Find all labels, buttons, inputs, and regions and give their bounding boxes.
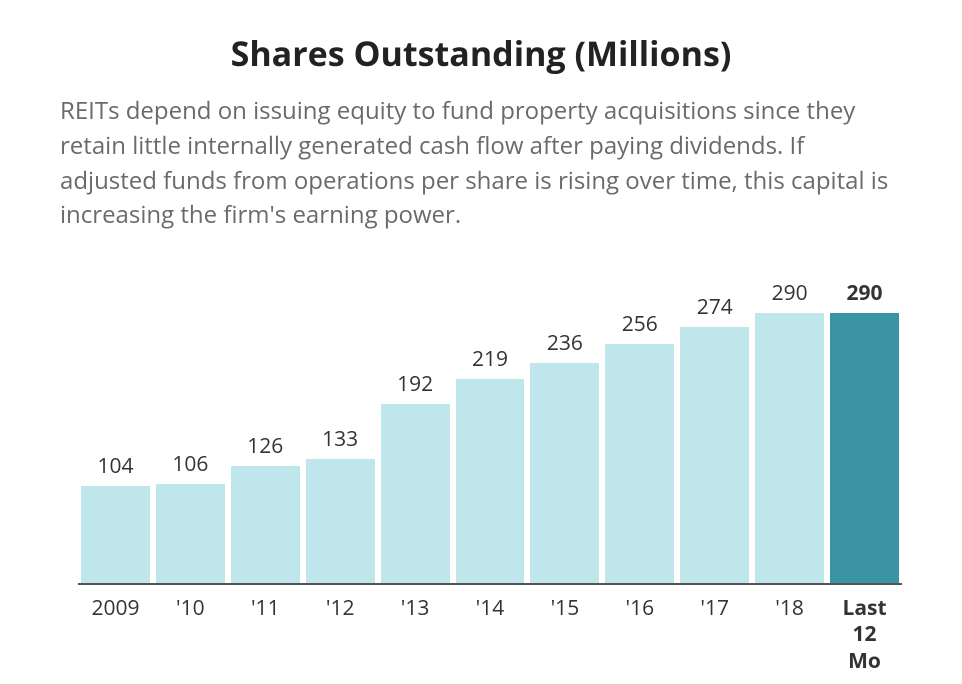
x-axis-label: '16 bbox=[602, 595, 677, 621]
bar-rect bbox=[306, 459, 375, 583]
bar: 236 bbox=[527, 329, 602, 583]
bar-rect bbox=[755, 313, 824, 584]
chart-title: Shares Outstanding (Millions) bbox=[60, 30, 902, 76]
x-axis-labels: 2009'10'11'12'13'14'15'16'17'18Last 12 M… bbox=[78, 595, 902, 674]
bar: 104 bbox=[78, 452, 153, 583]
x-axis-label: '11 bbox=[228, 595, 303, 621]
bar: 256 bbox=[602, 310, 677, 583]
bar-value-label: 236 bbox=[530, 329, 599, 357]
bar-value-label: 274 bbox=[680, 293, 749, 321]
x-axis-label: '15 bbox=[527, 595, 602, 621]
bar-rect bbox=[231, 466, 300, 584]
bar: 290 bbox=[752, 279, 827, 584]
bar-rect bbox=[680, 327, 749, 583]
bar-value-label: 104 bbox=[81, 452, 150, 480]
bar-value-label: 192 bbox=[381, 370, 450, 398]
bar: 106 bbox=[153, 450, 228, 583]
bar-value-label: 256 bbox=[605, 310, 674, 338]
bar: 192 bbox=[378, 370, 453, 583]
bar-rect bbox=[156, 484, 225, 583]
bar: 274 bbox=[677, 293, 752, 583]
bar: 133 bbox=[303, 425, 378, 583]
x-axis-label: Last 12 Mo bbox=[827, 595, 902, 674]
bar-value-label: 290 bbox=[830, 279, 899, 307]
x-axis-label: '14 bbox=[453, 595, 528, 621]
bar-rect bbox=[605, 344, 674, 583]
chart-description: REITs depend on issuing equity to fund p… bbox=[60, 94, 902, 233]
bars-row: 104106126133192219236256274290290 bbox=[78, 263, 902, 585]
chart-container: Shares Outstanding (Millions) REITs depe… bbox=[0, 0, 962, 674]
x-axis-label: '17 bbox=[677, 595, 752, 621]
bar: 219 bbox=[453, 345, 528, 583]
bar-rect bbox=[530, 363, 599, 583]
bar-value-label: 126 bbox=[231, 432, 300, 460]
bar-rect bbox=[456, 379, 525, 583]
bar-rect-highlight bbox=[830, 313, 899, 584]
bar-rect bbox=[81, 486, 150, 583]
bar-value-label: 219 bbox=[456, 345, 525, 373]
bar-value-label: 106 bbox=[156, 450, 225, 478]
bar-value-label: 290 bbox=[755, 279, 824, 307]
bar-chart: 104106126133192219236256274290290 2009'1… bbox=[60, 263, 902, 674]
bar-rect bbox=[381, 404, 450, 583]
x-axis-label: '18 bbox=[752, 595, 827, 621]
bar: 290 bbox=[827, 279, 902, 584]
x-axis-label: '13 bbox=[378, 595, 453, 621]
x-axis-label: 2009 bbox=[78, 595, 153, 621]
x-axis-label: '10 bbox=[153, 595, 228, 621]
bar: 126 bbox=[228, 432, 303, 584]
x-axis-label: '12 bbox=[303, 595, 378, 621]
bar-value-label: 133 bbox=[306, 425, 375, 453]
